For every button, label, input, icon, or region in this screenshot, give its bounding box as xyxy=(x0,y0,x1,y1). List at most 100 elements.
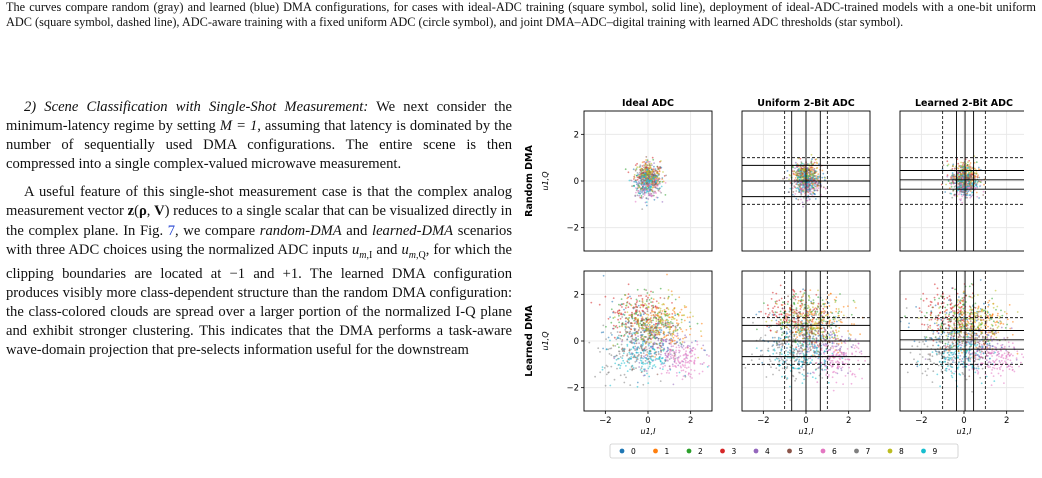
data-point xyxy=(815,170,817,173)
data-point xyxy=(820,185,823,187)
data-point xyxy=(644,329,647,331)
data-point xyxy=(652,317,655,320)
data-point xyxy=(771,310,774,312)
data-point xyxy=(636,330,638,333)
data-point xyxy=(661,303,664,306)
data-point xyxy=(801,304,804,307)
figure-link[interactable]: 7 xyxy=(167,222,176,239)
data-point xyxy=(792,331,794,334)
data-point xyxy=(648,299,651,301)
data-point xyxy=(707,364,710,367)
data-point xyxy=(961,195,963,198)
data-point xyxy=(633,342,635,344)
data-point xyxy=(636,381,639,384)
data-point xyxy=(839,348,842,351)
data-point xyxy=(607,348,610,351)
data-point xyxy=(786,321,789,324)
data-point xyxy=(811,319,814,321)
data-point xyxy=(978,197,980,199)
data-point xyxy=(793,317,795,320)
data-point xyxy=(829,337,831,340)
data-point xyxy=(633,178,635,180)
data-point xyxy=(849,370,852,373)
data-point xyxy=(797,181,799,183)
data-point xyxy=(636,355,639,358)
data-point xyxy=(638,300,641,302)
data-point xyxy=(672,356,675,358)
data-point xyxy=(811,345,814,347)
data-point xyxy=(835,354,838,356)
data-point xyxy=(677,344,680,347)
data-point xyxy=(806,331,808,334)
data-point xyxy=(605,338,607,340)
data-point xyxy=(684,370,687,373)
data-point xyxy=(647,322,650,325)
data-point xyxy=(655,300,658,303)
data-point xyxy=(683,358,685,361)
data-point xyxy=(800,191,803,194)
data-point xyxy=(825,374,827,376)
data-point xyxy=(650,181,652,184)
data-point xyxy=(812,335,815,338)
data-point xyxy=(789,306,792,309)
data-point xyxy=(801,329,803,331)
data-point xyxy=(810,326,813,329)
data-point xyxy=(652,158,655,161)
data-point xyxy=(785,313,787,315)
data-point xyxy=(787,353,789,356)
data-point xyxy=(807,338,809,341)
data-point xyxy=(821,368,823,371)
data-point xyxy=(588,341,591,344)
data-point xyxy=(841,335,843,338)
data-point xyxy=(958,180,961,182)
data-point xyxy=(838,361,841,364)
data-point xyxy=(621,322,623,325)
data-point xyxy=(956,180,959,183)
data-point xyxy=(813,189,816,192)
data-point xyxy=(820,331,823,333)
data-point xyxy=(668,342,671,345)
data-point xyxy=(635,301,638,304)
data-point xyxy=(798,330,801,333)
data-point xyxy=(654,315,656,317)
data-point xyxy=(617,318,619,321)
data-point xyxy=(643,168,646,171)
data-point xyxy=(656,185,659,187)
data-point xyxy=(628,317,630,319)
data-point xyxy=(808,313,811,316)
data-point xyxy=(770,298,773,300)
data-point xyxy=(639,334,642,337)
data-point xyxy=(977,180,980,183)
data-point xyxy=(817,314,820,316)
data-point xyxy=(789,370,792,372)
data-point xyxy=(800,345,802,347)
data-point xyxy=(809,308,811,310)
data-point xyxy=(854,344,857,347)
data-point xyxy=(983,302,985,305)
data-point xyxy=(647,314,650,316)
data-point xyxy=(780,357,783,359)
data-point xyxy=(800,325,803,328)
data-point xyxy=(662,349,665,352)
data-point xyxy=(786,170,789,172)
data-point xyxy=(961,172,964,174)
data-point xyxy=(841,366,844,369)
data-point xyxy=(618,350,621,353)
data-point xyxy=(829,347,832,349)
data-point xyxy=(809,337,812,340)
data-point xyxy=(654,366,657,368)
data-point xyxy=(813,352,816,355)
data-point xyxy=(621,306,623,308)
data-point xyxy=(952,174,955,177)
data-point xyxy=(795,377,797,380)
data-point xyxy=(950,192,953,195)
data-point xyxy=(622,303,625,305)
data-point xyxy=(626,335,629,337)
data-point xyxy=(652,306,655,309)
data-point xyxy=(627,171,630,174)
data-point xyxy=(668,324,671,326)
column-title: Uniform 2-Bit ADC xyxy=(757,98,854,109)
data-point xyxy=(775,322,778,325)
data-point xyxy=(823,305,826,308)
data-point xyxy=(674,326,677,328)
